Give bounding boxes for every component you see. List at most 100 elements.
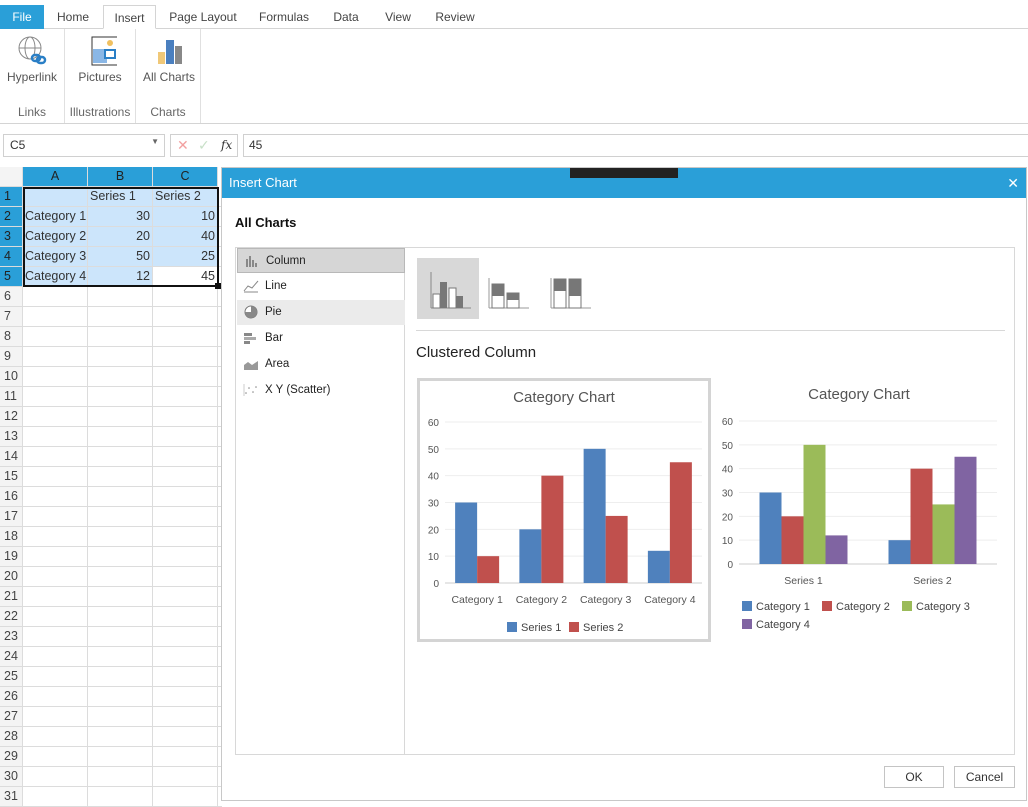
cell[interactable]	[23, 627, 88, 647]
cell[interactable]	[23, 407, 88, 427]
row-header[interactable]: 11	[0, 387, 23, 407]
cell[interactable]	[88, 747, 153, 767]
cell[interactable]	[23, 487, 88, 507]
cell[interactable]	[23, 787, 88, 807]
tab-view[interactable]: View	[385, 10, 411, 24]
cell[interactable]	[88, 687, 153, 707]
cell[interactable]	[153, 707, 218, 727]
cell[interactable]	[153, 747, 218, 767]
cell[interactable]	[88, 347, 153, 367]
cell[interactable]	[23, 527, 88, 547]
cell[interactable]: Category 3	[23, 247, 88, 267]
chart-preview-2[interactable]: Category Chart 0 10 20 30 40 50 60 Series 1 Serie…	[714, 378, 1004, 642]
cell[interactable]	[23, 427, 88, 447]
cell[interactable]: Category 2	[23, 227, 88, 247]
tab-formulas[interactable]: Formulas	[258, 10, 309, 24]
cell[interactable]	[153, 627, 218, 647]
cell[interactable]	[153, 347, 218, 367]
cell[interactable]	[88, 727, 153, 747]
row-header[interactable]: 7	[0, 307, 23, 327]
drag-handle[interactable]	[570, 168, 678, 178]
cell[interactable]: 50	[88, 247, 153, 267]
cell[interactable]	[23, 727, 88, 747]
row-header[interactable]: 24	[0, 647, 23, 667]
cell[interactable]: Category 4	[23, 267, 88, 287]
row-header[interactable]: 22	[0, 607, 23, 627]
row-header[interactable]: 9	[0, 347, 23, 367]
cell[interactable]	[88, 767, 153, 787]
cell[interactable]	[153, 787, 218, 807]
cell[interactable]	[153, 467, 218, 487]
cell[interactable]	[88, 507, 153, 527]
cell[interactable]	[23, 507, 88, 527]
chart-preview-1[interactable]: Category Chart 0 10 20 30 40 50 60 Category 1 Cat…	[417, 378, 711, 642]
cell[interactable]	[153, 567, 218, 587]
cell[interactable]	[23, 187, 88, 207]
cell[interactable]	[88, 587, 153, 607]
formula-input[interactable]: 45	[243, 134, 1028, 157]
select-all-corner[interactable]	[0, 167, 23, 187]
cell[interactable]	[23, 447, 88, 467]
cell[interactable]	[23, 547, 88, 567]
row-header[interactable]: 27	[0, 707, 23, 727]
cell[interactable]	[88, 427, 153, 447]
chart-type-scatter[interactable]: X Y (Scatter)	[237, 378, 405, 403]
cell[interactable]	[88, 627, 153, 647]
chart-type-bar[interactable]: Bar	[237, 326, 405, 351]
row-header[interactable]: 5	[0, 267, 23, 287]
cell[interactable]: Series 1	[88, 187, 153, 207]
close-icon[interactable]: ✕	[1007, 175, 1019, 191]
cell[interactable]	[88, 367, 153, 387]
chart-type-column[interactable]: Column	[237, 248, 405, 273]
column-header-b[interactable]: B	[88, 167, 153, 187]
row-header[interactable]: 3	[0, 227, 23, 247]
cell[interactable]	[23, 327, 88, 347]
cell[interactable]	[153, 647, 218, 667]
row-header[interactable]: 1	[0, 187, 23, 207]
cell[interactable]	[153, 367, 218, 387]
cell[interactable]	[88, 567, 153, 587]
all-charts-button[interactable]: All Charts	[141, 35, 197, 84]
row-header[interactable]: 23	[0, 627, 23, 647]
cell[interactable]	[153, 547, 218, 567]
name-box[interactable]: C5 ▼	[3, 134, 165, 157]
tab-home[interactable]: Home	[56, 10, 89, 24]
row-header[interactable]: 25	[0, 667, 23, 687]
row-header[interactable]: 6	[0, 287, 23, 307]
fx-icon[interactable]: fx	[221, 138, 233, 152]
cell[interactable]	[88, 387, 153, 407]
cancel-icon[interactable]: ✕	[177, 137, 189, 153]
row-header[interactable]: 30	[0, 767, 23, 787]
cell[interactable]	[88, 787, 153, 807]
cell[interactable]	[88, 327, 153, 347]
row-header[interactable]: 15	[0, 467, 23, 487]
row-header[interactable]: 18	[0, 527, 23, 547]
cell[interactable]	[88, 447, 153, 467]
cell[interactable]	[153, 667, 218, 687]
hyperlink-button[interactable]: Hyperlink	[3, 35, 61, 84]
subtype-stacked-column[interactable]	[479, 258, 541, 319]
column-header-c[interactable]: C	[153, 167, 218, 187]
row-header[interactable]: 14	[0, 447, 23, 467]
row-header[interactable]: 21	[0, 587, 23, 607]
row-header[interactable]: 8	[0, 327, 23, 347]
row-header[interactable]: 10	[0, 367, 23, 387]
cell[interactable]: 10	[153, 207, 218, 227]
cell[interactable]	[88, 707, 153, 727]
cell[interactable]	[88, 287, 153, 307]
cell[interactable]	[153, 727, 218, 747]
subtype-100-stacked-column[interactable]	[541, 258, 603, 319]
pictures-button[interactable]: Pictures	[75, 35, 125, 84]
cell[interactable]	[153, 287, 218, 307]
row-header[interactable]: 31	[0, 787, 23, 807]
row-header[interactable]: 13	[0, 427, 23, 447]
cell[interactable]: 20	[88, 227, 153, 247]
chart-type-line[interactable]: Line	[237, 274, 405, 299]
cell[interactable]	[23, 307, 88, 327]
cell[interactable]	[88, 647, 153, 667]
cell[interactable]	[153, 327, 218, 347]
cell[interactable]	[88, 547, 153, 567]
tab-file[interactable]: File	[0, 5, 44, 29]
cell[interactable]	[23, 367, 88, 387]
tab-data[interactable]: Data	[333, 10, 359, 24]
